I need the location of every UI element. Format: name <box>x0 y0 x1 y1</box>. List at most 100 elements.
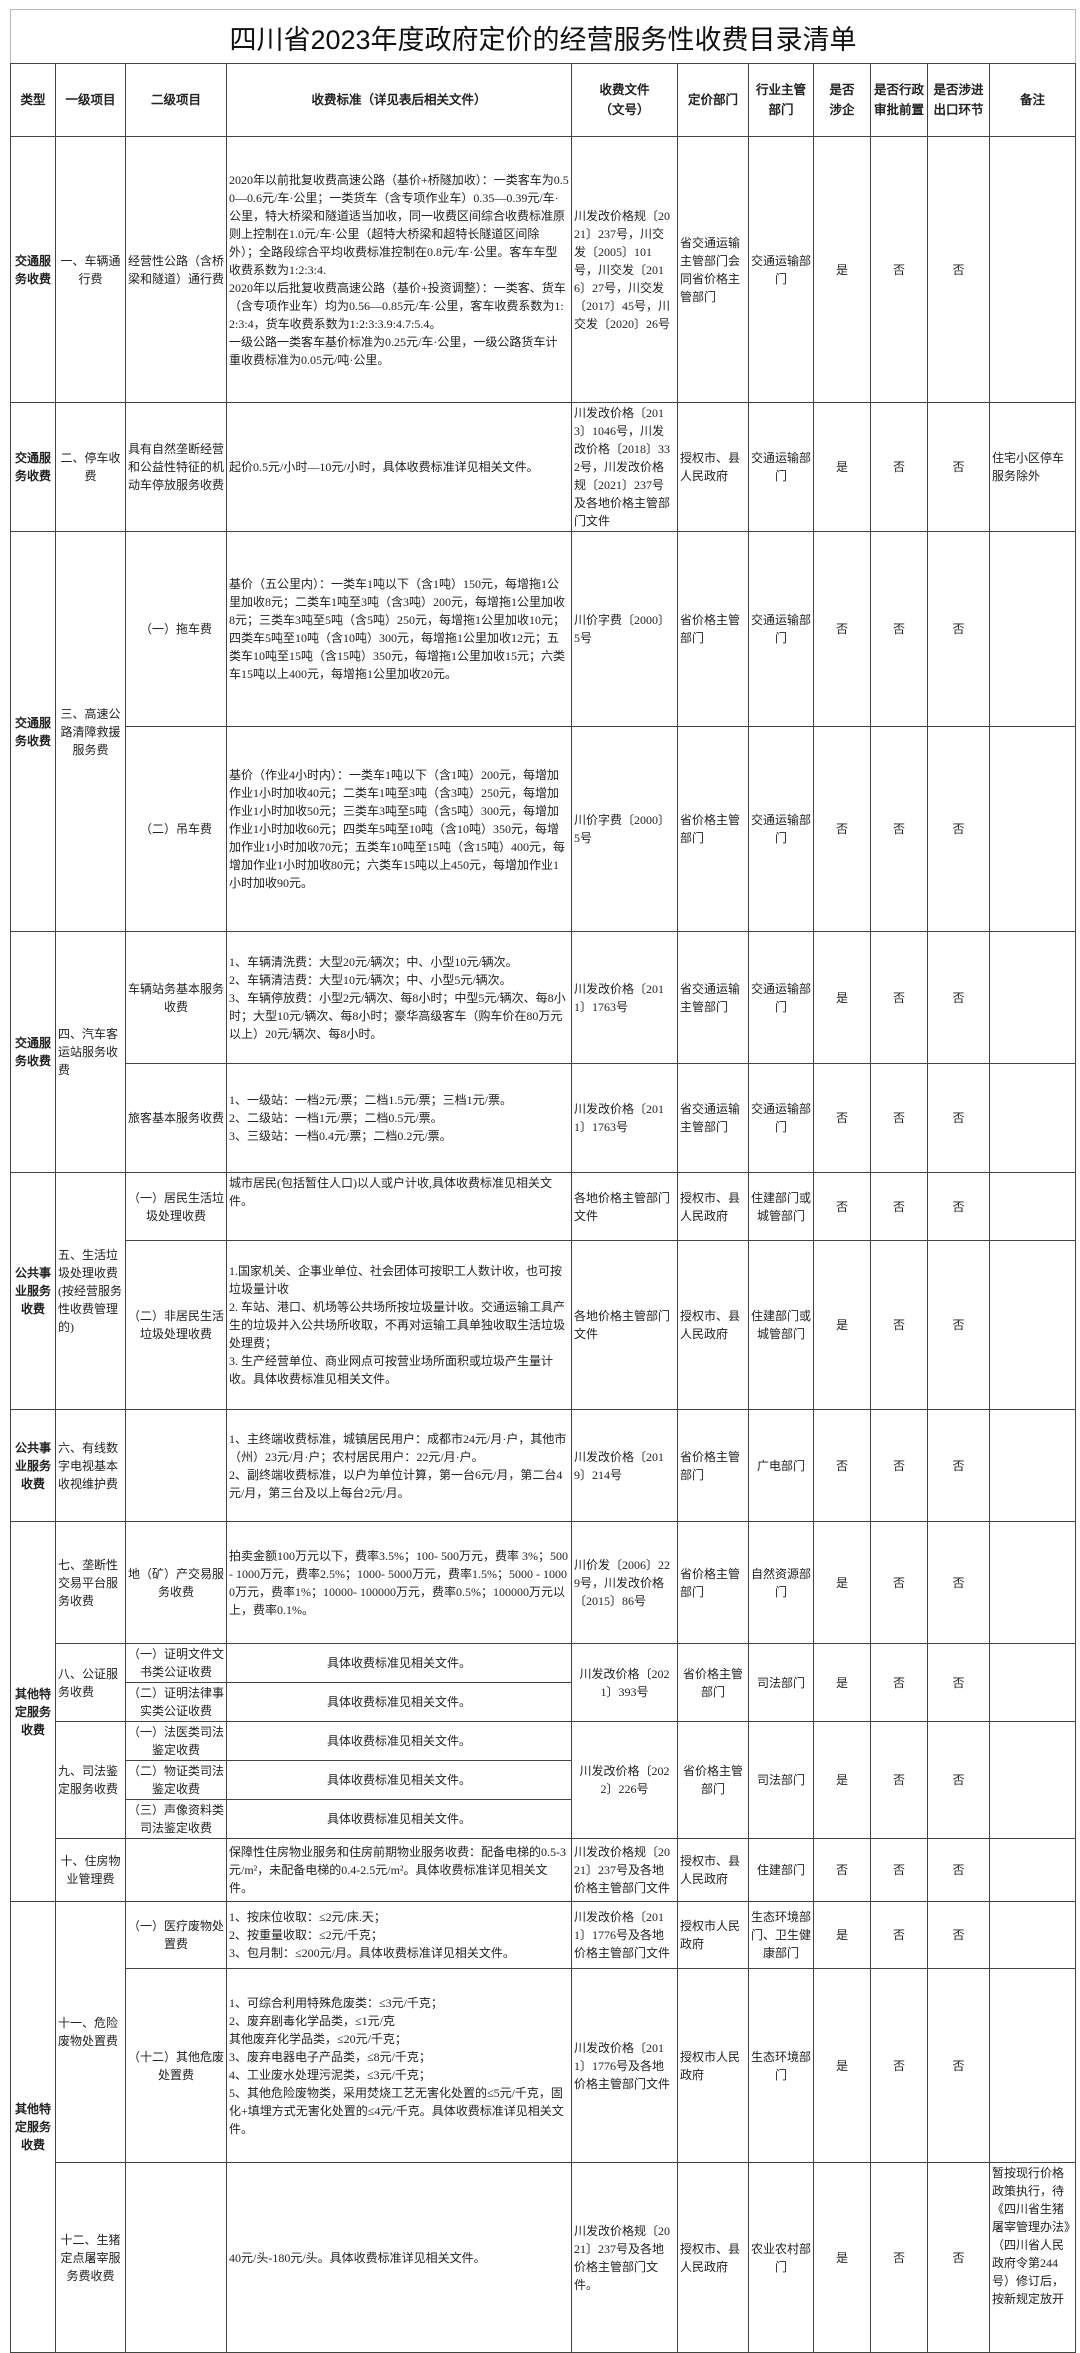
cell-import-export: 否 <box>927 1968 990 2163</box>
cell-remark <box>989 1901 1076 1969</box>
cell-level1: 十二、生猪定点屠宰服务费收费 <box>55 2162 126 2353</box>
cell-involves-enterprise: 是 <box>813 1643 871 1722</box>
cell-industry-dept: 交通运输部门 <box>748 726 814 932</box>
cell-industry-dept: 生态环境部门 <box>748 1968 814 2163</box>
table-row: 交通服务收费 三、高速公路清障救援服务费 （一）拖车费 基价（五公里内）：一类车… <box>10 531 1076 932</box>
cell-admin-approval: 否 <box>870 931 928 1064</box>
cell-admin-approval: 否 <box>870 1901 928 1969</box>
cell-type: 公共事业服务收费 <box>10 1409 56 1522</box>
cell-level2: （一）法医类司法鉴定收费 <box>125 1721 227 1761</box>
cell-import-export: 否 <box>927 2162 990 2353</box>
header-import-export: 是否涉进 出口环节 <box>927 63 990 137</box>
cell-level2: （一）拖车费 <box>125 531 227 727</box>
cell-document: 川发改价格〔2011〕1776号及各地价格主管部门文件 <box>571 1968 678 2163</box>
cell-import-export: 否 <box>927 531 990 727</box>
cell-level1: 三、高速公路清障救援服务费 <box>55 531 126 932</box>
cell-involves-enterprise: 是 <box>813 2162 871 2353</box>
cell-import-export: 否 <box>927 1063 990 1173</box>
cell-type: 其他特定服务收费 <box>10 1901 56 2353</box>
cell-standard: 基价（作业4小时内）：一类车1吨以下（含1吨）200元，每增加作业1小时加收40… <box>226 726 572 932</box>
cell-level2: 旅客基本服务收费 <box>125 1063 227 1173</box>
cell-involves-enterprise: 否 <box>813 1172 871 1241</box>
cell-standard: 40元/头-180元/头。具体收费标准详见相关文件。 <box>226 2162 572 2353</box>
table-row: 十二、生猪定点屠宰服务费收费 40元/头-180元/头。具体收费标准详见相关文件… <box>11 2162 1076 2353</box>
cell-import-export: 否 <box>927 1643 990 1722</box>
cell-pricing-dept: 授权市人民政府 <box>677 1968 749 2163</box>
cell-involves-enterprise: 是 <box>813 1240 871 1410</box>
cell-level1: 七、垄断性交易平台服务收费 <box>55 1521 126 1644</box>
cell-remark <box>989 726 1076 932</box>
cell-pricing-dept: 授权市人民政府 <box>677 1901 749 1969</box>
cell-industry-dept: 自然资源部门 <box>748 1521 814 1644</box>
table-row: 其他特定服务收费 七、垄断性交易平台服务收费 地（矿）产交易服务收费 拍卖金额1… <box>10 1521 1076 1902</box>
cell-type: 交通服务收费 <box>10 136 56 403</box>
table-row: 交通服务收费 四、汽车客运站服务收费 车辆站务基本服务收费 1、车辆清洗费：大型… <box>10 931 1076 1173</box>
cell-remark <box>989 1968 1076 2163</box>
cell-admin-approval: 否 <box>870 1643 928 1722</box>
cell-level2: 地（矿）产交易服务收费 <box>125 1521 227 1644</box>
header-type: 类型 <box>10 63 56 137</box>
cell-document: 各地价格主管部门文件 <box>571 1172 678 1241</box>
cell-level1: 四、汽车客运站服务收费 <box>55 931 126 1173</box>
cell-industry-dept: 交通运输部门 <box>748 136 814 403</box>
header-row: 类型 一级项目 二级项目 收费标准（详见表后相关文件） 收费文件 （文号） 定价… <box>10 63 1076 137</box>
cell-pricing-dept: 省价格主管部门 <box>677 1643 749 1722</box>
table-row: （二）物证类司法鉴定收费 具体收费标准见相关文件。 <box>11 1760 1076 1800</box>
cell-level2 <box>125 1838 227 1902</box>
cell-level2: （一）居民生活垃圾处理收费 <box>125 1172 227 1241</box>
cell-level2: 具有自然垄断经营和公益性特征的机动车停放服务收费 <box>125 402 227 532</box>
cell-industry-dept: 司法部门 <box>748 1721 814 1839</box>
cell-involves-enterprise: 否 <box>813 726 871 932</box>
cell-pricing-dept: 授权市、县人民政府 <box>677 2162 749 2353</box>
fee-catalog-table: 类型 一级项目 二级项目 收费标准（详见表后相关文件） 收费文件 （文号） 定价… <box>10 63 1076 2353</box>
cell-level1: 九、司法鉴定服务收费 <box>55 1721 126 1839</box>
cell-industry-dept: 农业农村部门 <box>748 2162 814 2353</box>
cell-industry-dept: 广电部门 <box>748 1409 814 1522</box>
cell-pricing-dept: 省交通运输主管部门 <box>677 931 749 1064</box>
page-title: 四川省2023年度政府定价的经营服务性收费目录清单 <box>10 9 1076 64</box>
cell-remark: 住宅小区停车服务除外 <box>989 402 1076 532</box>
cell-standard: 具体收费标准见相关文件。 <box>226 1721 572 1761</box>
cell-level2: （一）证明文件文书类公证收费 <box>125 1643 227 1683</box>
cell-pricing-dept: 授权市、县人民政府 <box>677 1172 749 1241</box>
cell-import-export: 否 <box>927 931 990 1064</box>
cell-pricing-dept: 省价格主管部门 <box>677 1521 749 1644</box>
cell-admin-approval: 否 <box>870 1721 928 1839</box>
header-industry-dept: 行业主管 部门 <box>748 63 814 137</box>
cell-level1: 十一、危险废物处置费 <box>55 1901 126 2163</box>
table-row: 其他特定服务收费 十一、危险废物处置费 （一）医疗废物处置费 1、按床位收取：≤… <box>10 1901 1076 2353</box>
table-row: 八、公证服务收费 （一）证明文件文书类公证收费 具体收费标准见相关文件。 川发改… <box>11 1643 1076 1722</box>
cell-import-export: 否 <box>927 1240 990 1410</box>
cell-admin-approval: 否 <box>870 1063 928 1173</box>
cell-remark <box>989 136 1076 403</box>
cell-involves-enterprise: 是 <box>813 1721 871 1839</box>
cell-document: 川发改价格规〔2021〕237号，川交发〔2005〕101号，川交发〔2016〕… <box>571 136 678 403</box>
cell-document: 川发改价格规〔2021〕237号及各地价格主管部门文件。 <box>571 2162 678 2353</box>
header-level2: 二级项目 <box>125 63 227 137</box>
cell-import-export: 否 <box>927 1172 990 1241</box>
cell-remark <box>989 1409 1076 1522</box>
cell-pricing-dept: 省价格主管部门 <box>677 726 749 932</box>
cell-level1: 六、有线数字电视基本收视维护费 <box>55 1409 126 1522</box>
cell-admin-approval: 否 <box>870 1968 928 2163</box>
cell-level2 <box>125 2162 227 2353</box>
cell-involves-enterprise: 是 <box>813 402 871 532</box>
cell-standard: 1.国家机关、企事业单位、社会团体可按职工人数计收，也可按垃圾量计收 2. 车站… <box>226 1240 572 1410</box>
cell-involves-enterprise: 是 <box>813 136 871 403</box>
table-row: （十二）其他危废处置费 1、可综合利用特殊危废类：≤3元/千克； 2、废弃剧毒化… <box>11 1968 1076 2163</box>
cell-admin-approval: 否 <box>870 531 928 727</box>
cell-standard: 保障性住房物业服务和住房前期物业服务收费：配备电梯的0.5-3元/m²，未配备电… <box>226 1838 572 1902</box>
cell-standard: 具体收费标准见相关文件。 <box>226 1643 572 1683</box>
cell-document: 各地价格主管部门文件 <box>571 1240 678 1410</box>
cell-admin-approval: 否 <box>870 726 928 932</box>
cell-document: 川发改价格规〔2021〕237号及各地价格主管部门文件 <box>571 1838 678 1902</box>
cell-admin-approval: 否 <box>870 1838 928 1902</box>
cell-import-export: 否 <box>927 1721 990 1839</box>
cell-pricing-dept: 省价格主管部门 <box>677 1409 749 1522</box>
cell-level2: （十二）其他危废处置费 <box>125 1968 227 2163</box>
table-row: （二）证明法律事实类公证收费 具体收费标准见相关文件。 <box>11 1682 1076 1722</box>
cell-standard: 基价（五公里内）：一类车1吨以下（含1吨）150元，每增拖1公里加收8元；二类车… <box>226 531 572 727</box>
cell-involves-enterprise: 否 <box>813 1409 871 1522</box>
cell-document: 川发改价格〔2021〕393号 <box>571 1643 678 1722</box>
cell-industry-dept: 交通运输部门 <box>748 931 814 1064</box>
